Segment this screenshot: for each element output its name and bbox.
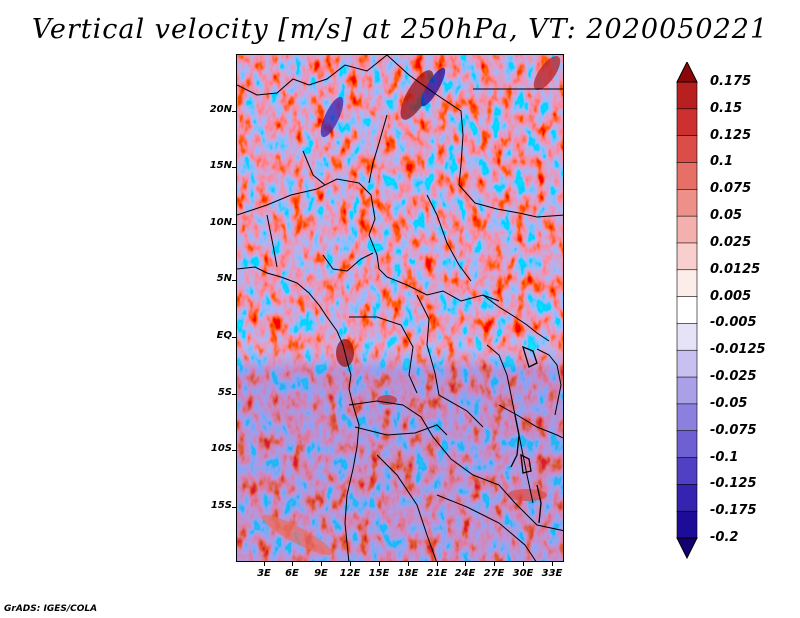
lat-label-10n: 10N [209, 217, 232, 228]
lat-tick [232, 337, 236, 338]
lat-tick [232, 394, 236, 395]
colorbar-label: -0.075 [710, 422, 757, 438]
colorbar-label: -0.05 [710, 395, 748, 411]
colorbar-segment [676, 403, 698, 432]
lon-label-30e: 30E [512, 568, 534, 579]
lon-tick [350, 562, 351, 566]
lon-label-12e: 12E [339, 568, 361, 579]
lat-label-eq: EQ [216, 330, 232, 341]
colorbar-label: 0.175 [710, 74, 752, 89]
lat-label-5n: 5N [216, 273, 232, 284]
credit-text: GrADS: IGES/COLA [4, 604, 98, 614]
colorbar-segment [676, 269, 698, 298]
lon-tick [264, 562, 265, 566]
lakes [510, 345, 542, 524]
map-panel [236, 54, 564, 562]
colorbar-arrow-bottom [676, 537, 698, 560]
lat-label-10s: 10S [210, 443, 232, 454]
colorbar-segment [676, 296, 698, 325]
colorbar-label: 0.125 [710, 127, 752, 143]
lat-tick [232, 224, 236, 225]
lon-tick [523, 562, 524, 566]
colorbar-segment [676, 376, 698, 405]
colorbar-label: 0.005 [710, 288, 752, 304]
lon-tick [552, 562, 553, 566]
colorbar-label: 0.025 [710, 234, 752, 250]
colorbar-segment [676, 242, 698, 271]
colorbar-segment [676, 323, 698, 352]
lon-tick [408, 562, 409, 566]
lon-tick [437, 562, 438, 566]
colorbar-segment [676, 430, 698, 459]
lat-tick [232, 507, 236, 508]
colorbar-segment [676, 484, 698, 512]
colorbar-segment [676, 135, 698, 164]
colorbar-label: -0.2 [710, 530, 739, 545]
colorbar-label: 0.0125 [710, 261, 761, 277]
colorbar-label: 0.075 [710, 181, 752, 197]
colorbar-label: -0.005 [710, 315, 757, 331]
lon-label-18e: 18E [397, 568, 419, 579]
colorbar-segment [676, 188, 698, 217]
lat-tick [232, 280, 236, 281]
lon-label-9e: 9E [314, 568, 328, 579]
colorbar [676, 62, 698, 560]
colorbar-label: -0.175 [710, 503, 757, 519]
lat-tick [232, 167, 236, 168]
chart-title: Vertical velocity [m/s] at 250hPa, VT: 2… [31, 14, 769, 45]
lon-label-21e: 21E [426, 568, 448, 579]
colorbar-segment [676, 81, 698, 110]
colorbar-arrow-top [676, 62, 698, 83]
lon-tick [465, 562, 466, 566]
lat-label-15n: 15N [209, 160, 232, 171]
colorbar-segment [676, 457, 698, 486]
lon-tick [494, 562, 495, 566]
lon-label-3e: 3E [257, 568, 271, 579]
velocity-bias-overlay [237, 55, 563, 561]
colorbar-label: -0.0125 [710, 342, 766, 358]
lat-label-5s: 5S [217, 387, 232, 398]
lat-label-20n: 20N [209, 104, 232, 115]
lon-label-33e: 33E [541, 568, 563, 579]
lon-tick [379, 562, 380, 566]
colorbar-label: 0.1 [710, 154, 734, 170]
colorbar-label: -0.1 [710, 449, 739, 465]
colorbar-segment [676, 108, 698, 137]
strong-features [261, 55, 561, 556]
lat-label-15s: 15S [210, 500, 232, 511]
lat-tick [232, 450, 236, 451]
colorbar-segment [676, 510, 698, 539]
lon-label-27e: 27E [483, 568, 505, 579]
lat-tick [232, 111, 236, 112]
lon-label-24e: 24E [454, 568, 476, 579]
colorbar-segment [676, 215, 698, 244]
lon-tick [321, 562, 322, 566]
colorbar-label: -0.025 [710, 369, 757, 385]
lon-label-6e: 6E [285, 568, 299, 579]
map-field [237, 55, 563, 561]
colorbar-segment [676, 162, 698, 191]
colorbar-label: 0.05 [710, 208, 743, 224]
coastlines-borders [237, 55, 563, 561]
colorbar-label: 0.15 [710, 100, 743, 116]
lon-tick [292, 562, 293, 566]
colorbar-label: -0.125 [710, 476, 757, 492]
lon-label-15e: 15E [368, 568, 390, 579]
colorbar-segment [676, 349, 698, 378]
